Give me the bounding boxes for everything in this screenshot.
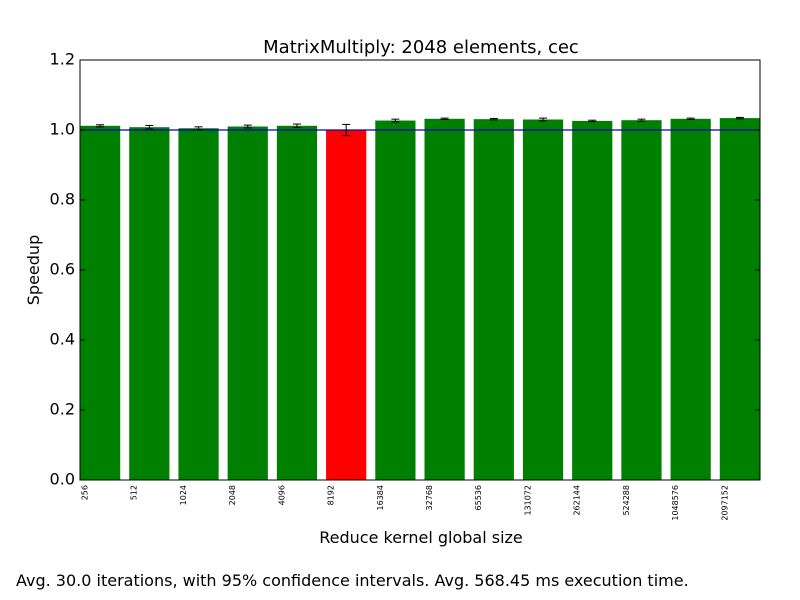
y-tick-label: 1.0 [50, 120, 75, 139]
error-bar-262144 [588, 119, 597, 123]
x-tick-label-512: 512 [130, 485, 139, 500]
x-tick-label-1024: 1024 [179, 485, 188, 505]
chart-title: MatrixMultiply: 2048 elements, cec [263, 37, 579, 58]
bar-1048576 [670, 118, 711, 481]
errorbars-layer [96, 116, 744, 137]
x-tick-label-4096: 4096 [277, 485, 286, 505]
y-tick-label: 0.4 [50, 330, 75, 349]
chart-svg: MatrixMultiply: 2048 elements, cec 0.00.… [24, 37, 761, 547]
y-tick-label: 0.8 [50, 190, 75, 209]
error-bar-131072 [539, 117, 548, 122]
bar-256 [80, 125, 121, 481]
ticks-layer [80, 59, 760, 481]
y-tick-labels: 0.0 0.2 0.4 0.6 0.8 1.0 1.2 [50, 50, 75, 489]
error-bar-16384 [391, 118, 400, 123]
bar-1024 [178, 128, 219, 480]
bar-524288 [621, 120, 662, 480]
y-tick-label: 1.2 [50, 50, 75, 69]
x-tick-label-16384: 16384 [376, 485, 385, 510]
error-bar-8192 [342, 123, 351, 137]
bar-512 [129, 127, 170, 480]
caption: Avg. 30.0 iterations, with 95% confidenc… [16, 571, 689, 590]
bar-4096 [276, 125, 318, 481]
bar-8192 [326, 130, 367, 480]
x-axis-label: Reduce kernel global size [319, 528, 523, 547]
bar-2048 [227, 126, 268, 480]
bar-16384 [375, 120, 416, 481]
bar-2097152 [719, 118, 760, 480]
x-tick-label-1048576: 1048576 [671, 485, 680, 521]
bar-131072 [522, 119, 564, 480]
error-bar-65536 [489, 117, 498, 121]
bar-32768 [424, 118, 465, 481]
y-axis-label: Speedup [24, 235, 43, 305]
bar-262144 [572, 120, 613, 481]
error-bar-32768 [440, 117, 449, 120]
error-bar-2048 [243, 124, 252, 129]
x-tick-labels: 256 512 1024 2048 4096 8192 16384 32768 65536 131… [81, 485, 730, 521]
error-bar-1024 [194, 126, 203, 131]
error-bar-256 [96, 124, 105, 128]
x-tick-label-8192: 8192 [327, 485, 336, 505]
x-tick-label-2097152: 2097152 [720, 485, 729, 521]
x-tick-label-32768: 32768 [425, 485, 434, 510]
x-tick-label-2048: 2048 [228, 485, 237, 505]
y-tick-label: 0.0 [50, 470, 75, 489]
y-tick-label: 0.2 [50, 400, 75, 419]
error-bar-2097152 [735, 116, 744, 120]
y-tick-label: 0.6 [50, 260, 75, 279]
x-tick-label-65536: 65536 [474, 485, 483, 510]
bar-65536 [473, 119, 514, 481]
error-bar-1048576 [686, 117, 695, 120]
bars-layer [80, 118, 760, 481]
x-tick-label-256: 256 [81, 485, 90, 500]
error-bar-524288 [637, 118, 646, 122]
x-tick-label-262144: 262144 [573, 485, 582, 516]
x-tick-label-524288: 524288 [622, 485, 631, 516]
error-bar-4096 [292, 123, 301, 129]
x-tick-label-131072: 131072 [523, 485, 532, 516]
error-bar-512 [145, 124, 154, 130]
